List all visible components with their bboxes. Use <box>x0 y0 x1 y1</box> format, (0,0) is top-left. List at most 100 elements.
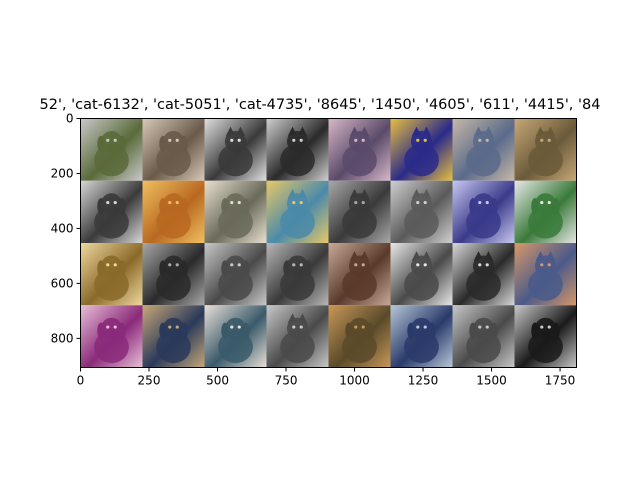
cat-ear-shape <box>349 188 359 199</box>
dog-head-shape <box>162 130 185 153</box>
cat-ear-shape <box>422 126 432 137</box>
y-tick-label: 0 <box>66 112 74 126</box>
cat-ear-shape <box>484 126 494 137</box>
eye-shape <box>540 138 544 142</box>
dog-ear-shape <box>531 322 539 339</box>
image-tile <box>80 243 143 306</box>
cat-body-shape <box>404 206 439 239</box>
eye-shape <box>485 263 489 267</box>
cat-body-shape <box>528 144 563 177</box>
image-tile <box>452 305 515 368</box>
dog-head-shape <box>100 317 123 339</box>
y-tick-label: 800 <box>51 331 74 345</box>
eye-shape <box>540 263 544 267</box>
x-tick-label: 0 <box>77 374 85 388</box>
dog-ear-shape <box>242 322 250 339</box>
cat-head-shape <box>348 255 371 277</box>
image-tile <box>142 180 205 243</box>
cat-ear-shape <box>349 126 359 137</box>
dog-ear-shape <box>366 322 374 339</box>
dog-body-shape <box>94 206 129 239</box>
eye-shape <box>485 325 489 329</box>
eye-shape <box>423 200 427 205</box>
cat-head-shape <box>224 130 247 153</box>
eye-shape <box>478 138 482 142</box>
eye-shape <box>547 138 551 142</box>
dog-ear-shape <box>531 198 539 215</box>
image-tile <box>452 180 515 243</box>
eye-shape <box>361 325 365 329</box>
image-tile <box>514 305 577 368</box>
cat-head-shape <box>472 130 495 153</box>
y-tick-label: 400 <box>51 221 74 235</box>
dog-ear-shape <box>407 322 415 339</box>
dog-ear-shape <box>97 322 105 339</box>
image-tile <box>204 305 267 368</box>
cat-ear-shape <box>360 188 370 199</box>
eye-shape <box>230 325 234 329</box>
cat-head-shape <box>348 193 371 215</box>
image-tile <box>266 180 329 243</box>
cat-ear-shape <box>484 251 494 262</box>
dog-body-shape <box>466 330 501 364</box>
cat-ear-shape <box>422 188 432 199</box>
cat-body-shape <box>342 206 377 239</box>
dog-head-shape <box>162 255 185 277</box>
dog-body-shape <box>218 206 253 239</box>
dog-ear-shape <box>242 260 250 277</box>
dog-body-shape <box>528 330 563 364</box>
x-axis: 0 250 500 750 1000 1250 1500 1750 <box>77 367 576 388</box>
image-tile <box>80 180 143 243</box>
eye-shape <box>416 325 420 329</box>
dog-ear-shape <box>180 135 188 153</box>
eye-shape <box>237 325 241 329</box>
image-tile <box>514 180 577 243</box>
image-tile <box>266 243 329 306</box>
x-tick-label: 1750 <box>545 374 576 388</box>
dog-ear-shape <box>180 260 188 277</box>
x-tick-label: 250 <box>138 374 161 388</box>
eye-shape <box>113 263 117 267</box>
image-tile <box>328 243 391 306</box>
image-tile <box>514 118 577 181</box>
dog-body-shape <box>218 330 253 364</box>
dog-ear-shape <box>118 322 126 339</box>
cat-body-shape <box>466 268 501 301</box>
dog-ear-shape <box>221 198 229 215</box>
eye-shape <box>113 200 117 205</box>
dog-ear-shape <box>97 135 105 153</box>
eye-shape <box>113 138 117 142</box>
dog-ear-shape <box>221 322 229 339</box>
eye-shape <box>106 325 110 329</box>
eye-shape <box>175 325 179 329</box>
dog-ear-shape <box>552 322 560 339</box>
dog-head-shape <box>162 193 185 215</box>
dog-ear-shape <box>159 260 167 277</box>
cat-ear-shape <box>287 188 297 199</box>
dog-body-shape <box>528 206 563 239</box>
eye-shape <box>175 200 179 205</box>
cat-body-shape <box>218 144 253 177</box>
dog-body-shape <box>94 144 129 177</box>
eye-shape <box>361 138 365 142</box>
cat-ear-shape <box>236 126 246 137</box>
cat-ear-shape <box>287 313 297 324</box>
cat-ear-shape <box>535 251 545 262</box>
cat-head-shape <box>410 193 433 215</box>
x-tick-label: 500 <box>206 374 229 388</box>
image-tile <box>390 118 453 181</box>
dog-head-shape <box>100 130 123 153</box>
eye-shape <box>416 200 420 205</box>
dog-ear-shape <box>97 260 105 277</box>
dog-head-shape <box>100 255 123 277</box>
dog-ear-shape <box>118 198 126 215</box>
cat-ear-shape <box>411 126 421 137</box>
eye-shape <box>416 138 420 142</box>
eye-shape <box>299 138 303 142</box>
dog-head-shape <box>224 317 247 339</box>
dog-body-shape <box>156 330 191 364</box>
eye-shape <box>175 138 179 142</box>
image-tile <box>390 180 453 243</box>
cat-body-shape <box>280 144 315 177</box>
